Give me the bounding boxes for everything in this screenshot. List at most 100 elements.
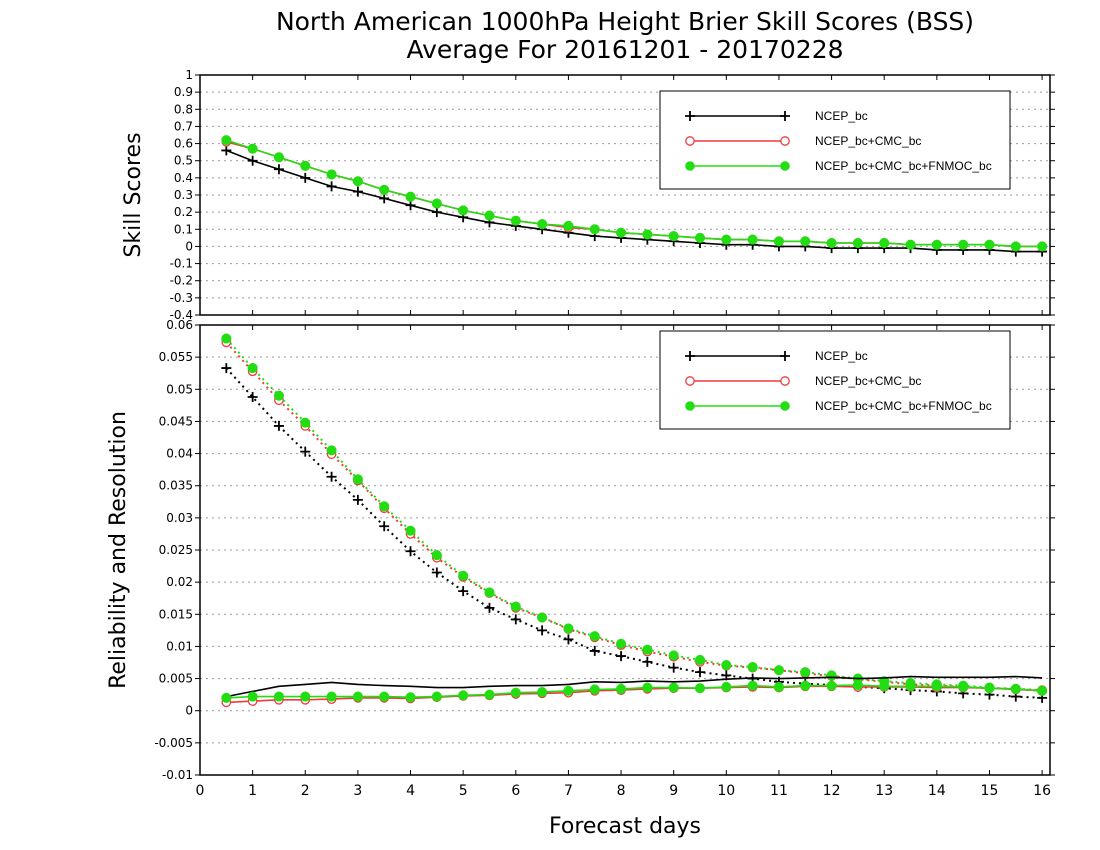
y-tick-label: 0.8 — [174, 102, 193, 116]
y-tick-label: 0.035 — [159, 479, 193, 493]
legend-marker — [685, 376, 695, 386]
data-point — [773, 236, 784, 247]
data-point — [537, 612, 548, 623]
y-tick-label: -0.3 — [170, 291, 193, 305]
data-point — [1037, 241, 1048, 252]
data-point — [326, 169, 337, 180]
data-point — [563, 634, 574, 645]
data-point — [379, 691, 390, 702]
data-point — [616, 638, 627, 649]
reliability-resolution-panel: 0.060.0550.050.0450.040.0350.030.0250.02… — [106, 318, 1055, 799]
data-point — [616, 683, 627, 694]
x-tick-label: 0 — [196, 783, 205, 799]
data-point — [405, 546, 416, 557]
data-point — [273, 691, 284, 702]
y-axis: 1 0.9 0.8 0.7 0.6 0.5 0.4 0.3 0.2 0.1 0 -0.1 -0.2 -0.… — [170, 68, 1055, 322]
data-point — [352, 494, 363, 505]
data-point — [642, 682, 653, 693]
data-point — [326, 181, 337, 192]
x-tick-label: 3 — [353, 783, 362, 799]
data-point — [721, 681, 732, 692]
data-point — [484, 602, 495, 613]
legend-box — [659, 330, 1011, 430]
data-point — [458, 205, 469, 216]
data-point — [852, 679, 863, 691]
data-point — [800, 680, 811, 691]
data-point — [852, 237, 863, 249]
data-point — [405, 191, 416, 202]
data-point — [300, 160, 311, 171]
y-axis-title: Reliability and Resolution — [106, 411, 131, 689]
series-line — [226, 675, 1043, 698]
data-point — [826, 670, 837, 681]
y-tick-label: 0.04 — [166, 447, 193, 461]
data-point — [589, 645, 600, 656]
data-point — [326, 691, 337, 702]
y-tick-label: -0.1 — [170, 257, 193, 271]
data-point — [695, 667, 705, 678]
y-tick-label: 0.7 — [174, 119, 193, 133]
legend-label: NCEP_bc+CMC_bc+FNMOC_bc — [815, 159, 992, 173]
data-point — [510, 687, 521, 698]
legend-item: NCEP_bc — [685, 349, 868, 363]
data-point — [826, 680, 837, 691]
data-point — [694, 654, 706, 665]
data-point — [300, 691, 311, 702]
legend-marker — [780, 376, 790, 386]
y-tick-label: 0.03 — [166, 511, 193, 525]
data-point — [800, 667, 811, 678]
y-tick-label: 0 — [185, 704, 193, 718]
data-point — [458, 586, 469, 597]
data-point — [668, 682, 679, 693]
series-line — [225, 337, 1043, 692]
data-point — [958, 239, 969, 250]
data-point — [458, 570, 469, 581]
legend-label: NCEP_bc+CMC_bc+FNMOC_bc — [815, 399, 992, 413]
data-point — [247, 691, 258, 702]
legend-item: NCEP_bc+CMC_bc+FNMOC_bc — [685, 159, 992, 173]
data-point — [379, 501, 390, 512]
data-point — [537, 687, 548, 698]
legend-item: NCEP_bc+CMC_bc+FNMOC_bc — [685, 399, 992, 413]
x-axis: 0 1 2 3 4 5 6 7 8 9 10 11 12 13 14 15 16 — [196, 325, 1051, 799]
plot-frame — [199, 324, 1051, 776]
y-tick-label: -0.01 — [162, 768, 193, 782]
data-point — [247, 155, 258, 166]
x-tick-label: 8 — [617, 783, 626, 799]
y-tick-label: 1 — [185, 68, 193, 82]
y-tick-label: 0.02 — [166, 575, 193, 589]
data-point — [721, 660, 732, 671]
y-tick-label: 0.05 — [166, 382, 193, 396]
x-axis-title: Forecast days — [549, 814, 701, 839]
data-point — [905, 681, 916, 692]
legend-marker — [685, 111, 695, 121]
legend-item: NCEP_bc — [685, 109, 868, 123]
x-tick-label: 15 — [981, 783, 999, 799]
data-point — [300, 446, 311, 457]
data-point — [510, 601, 521, 612]
bss-panel: 1 0.9 0.8 0.7 0.6 0.5 0.4 0.3 0.2 0.1 0 -0.1 -0.2 -0.… — [121, 68, 1055, 322]
x-axis — [199, 75, 1043, 315]
data-point — [484, 587, 495, 598]
data-point — [405, 200, 416, 211]
y-tick-label: 0.06 — [166, 318, 193, 332]
x-tick-label: 4 — [406, 783, 415, 799]
data-point — [431, 207, 442, 218]
legend-label: NCEP_bc — [815, 109, 868, 123]
legend: NCEP_bc NCEP_bc+CMC_bc NCEP_bc+CMC_bc+FNMO… — [659, 90, 1011, 190]
legend-marker — [685, 351, 695, 361]
data-point — [563, 685, 574, 696]
data-point — [352, 176, 363, 187]
legend-marker — [685, 161, 695, 171]
y-tick-label: 0.01 — [166, 639, 193, 653]
data-point — [510, 215, 521, 226]
data-point — [694, 232, 706, 243]
data-point — [484, 210, 495, 221]
data-point — [431, 550, 442, 561]
legend-label: NCEP_bc+CMC_bc — [815, 374, 921, 388]
series-line — [225, 367, 1043, 699]
data-point — [431, 691, 442, 702]
data-point — [642, 229, 653, 240]
y-tick-label: 0.1 — [174, 222, 193, 236]
y-tick-label: 0.6 — [174, 137, 193, 151]
